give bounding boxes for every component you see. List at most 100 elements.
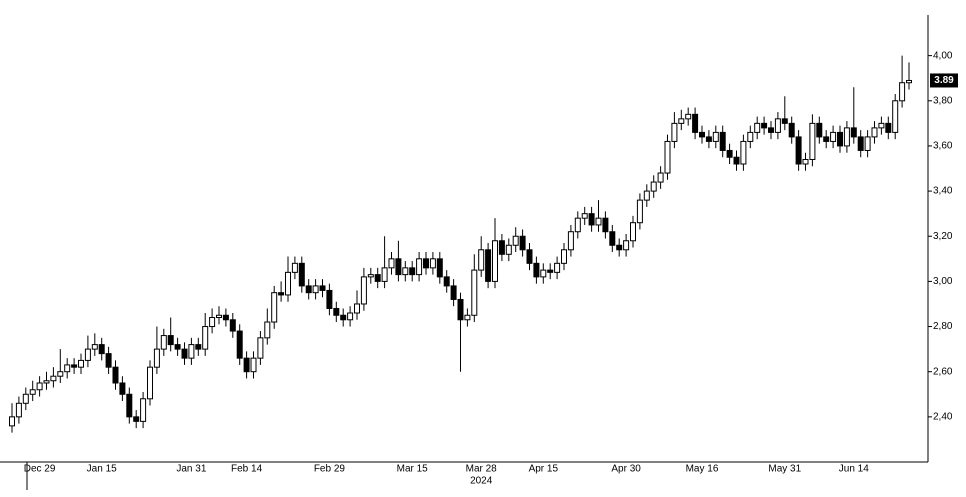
x-tick-label: Jun 14: [839, 464, 869, 475]
y-tick-label: 3,40: [933, 186, 953, 197]
x-tick-label: Mar 28: [466, 464, 498, 475]
candle-body: [250, 357, 257, 373]
candle-body: [740, 140, 747, 165]
y-tick-label: 3,60: [933, 141, 953, 152]
candle-body: [105, 353, 112, 368]
candle-body: [602, 217, 609, 233]
candle-body: [133, 416, 140, 422]
candle-body: [540, 269, 547, 278]
candle-body: [374, 274, 381, 282]
candle-body: [554, 262, 561, 273]
candle-body: [305, 285, 312, 294]
candle-body: [222, 314, 229, 321]
candle-body: [636, 199, 643, 224]
candle-body: [181, 348, 188, 359]
candle-body: [119, 382, 126, 395]
candle-body: [699, 131, 705, 138]
candle-body: [630, 222, 636, 242]
candle-body: [705, 136, 712, 142]
candle-body: [423, 258, 429, 269]
candle-body: [229, 319, 236, 332]
candle-body: [816, 122, 823, 138]
candle-body: [291, 262, 298, 273]
candle-body: [678, 118, 685, 124]
candle-body: [485, 249, 492, 282]
last-value-label: 3.89: [934, 75, 954, 86]
candle-body: [84, 348, 91, 361]
candle-body: [650, 181, 657, 192]
candle-body: [243, 357, 250, 373]
x-tick-label: Jan 31: [176, 464, 206, 475]
candle-body: [71, 364, 78, 368]
candle-body: [809, 122, 816, 160]
candle-body: [906, 79, 912, 84]
candle-body: [326, 289, 333, 309]
candle-body: [126, 393, 133, 418]
candle-body: [319, 285, 326, 291]
candle-body: [285, 271, 291, 296]
candle-body: [381, 267, 388, 282]
candle-body: [871, 127, 878, 138]
x-tick-label: May 16: [686, 464, 719, 475]
candle-body: [140, 398, 147, 422]
candle-body: [885, 122, 892, 133]
candle-body: [788, 122, 795, 138]
y-tick-label: 2,60: [933, 366, 953, 377]
candle-body: [15, 402, 22, 418]
x-tick-label: Apr 15: [529, 464, 559, 475]
candle-body: [588, 213, 595, 226]
y-tick-label: 4,00: [933, 50, 953, 61]
candle-body: [623, 240, 630, 251]
candle-body: [429, 258, 436, 269]
y-tick-label: 3,20: [933, 231, 953, 242]
y-tick-label: 3,80: [933, 95, 953, 106]
candle-body: [388, 258, 395, 269]
candle-body: [574, 217, 581, 233]
candle-body: [837, 131, 843, 147]
candle-body: [761, 122, 768, 129]
candle-body: [112, 366, 119, 384]
candle-body: [22, 393, 29, 404]
candle-body: [830, 131, 837, 142]
last-value-box: [930, 73, 958, 88]
candle-body: [450, 285, 457, 300]
candle-body: [195, 344, 202, 350]
candle-body: [519, 235, 526, 251]
candle-body: [733, 156, 740, 165]
candle-body: [402, 267, 409, 276]
candle-body: [567, 231, 574, 251]
x-tick-label: Feb 29: [314, 464, 346, 475]
y-tick-label: 2,80: [933, 321, 953, 332]
candle-body: [333, 307, 340, 316]
candle-body: [692, 113, 699, 133]
candle-body: [236, 330, 243, 359]
candle-body: [174, 344, 181, 350]
candle-body: [526, 249, 533, 264]
candle-body: [712, 131, 719, 142]
candle-body: [298, 262, 305, 287]
candle-body: [91, 344, 98, 350]
y-tick-label: 3,00: [933, 276, 953, 287]
candle-body: [505, 244, 512, 255]
candle-body: [899, 82, 906, 102]
x-tick-label: May 31: [768, 464, 801, 475]
candle-body: [664, 140, 671, 174]
candle-body: [9, 416, 15, 427]
candle-body: [768, 127, 774, 133]
x-tick-label: Dec 29: [24, 464, 56, 475]
candle-body: [464, 314, 471, 321]
candle-body: [498, 240, 505, 255]
candle-body: [685, 113, 692, 120]
year-label: 2024: [470, 476, 493, 487]
candle-body: [50, 375, 57, 382]
x-tick-label: Apr 30: [611, 464, 641, 475]
candle-body: [795, 136, 802, 165]
candle-body: [160, 335, 167, 350]
candle-body: [278, 292, 285, 296]
candle-body: [657, 172, 664, 183]
candle-body: [892, 100, 899, 133]
candle-body: [360, 276, 367, 305]
candle-body: [457, 298, 464, 321]
